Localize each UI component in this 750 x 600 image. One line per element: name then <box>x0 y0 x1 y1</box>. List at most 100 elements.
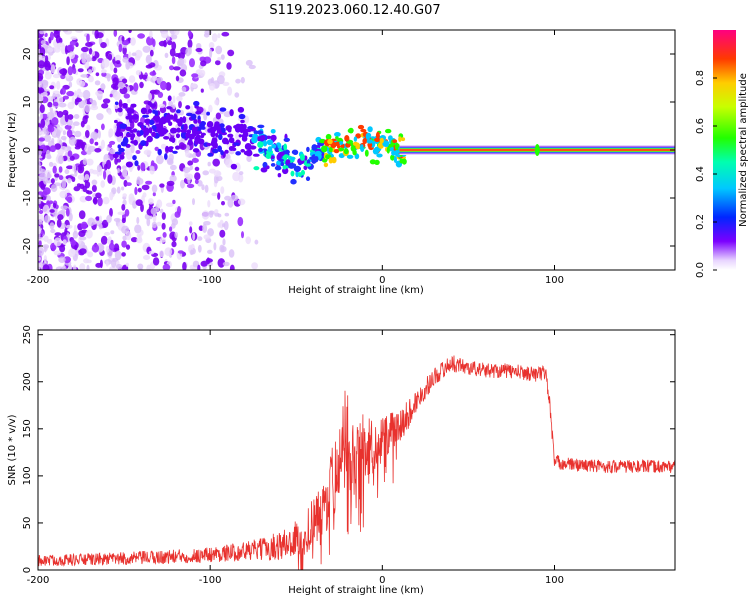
ridge-blob <box>258 135 266 141</box>
noise-blob <box>53 250 62 256</box>
noise-blob <box>143 255 151 260</box>
ridge-blob <box>382 140 390 148</box>
noise-blob <box>244 115 250 124</box>
noise-blob <box>60 87 66 95</box>
noise-blob <box>84 61 90 69</box>
ridge-blob <box>140 107 147 115</box>
noise-blob <box>101 123 105 131</box>
noise-blob <box>38 196 42 205</box>
ridge-blob <box>393 156 397 163</box>
ridge-blob <box>215 132 219 138</box>
noise-blob <box>209 83 216 91</box>
noise-blob <box>78 80 86 88</box>
noise-blob <box>102 196 110 205</box>
ridge-blob <box>311 144 318 151</box>
noise-blob <box>43 245 47 253</box>
noise-blob <box>152 75 158 81</box>
noise-blob <box>159 237 166 243</box>
noise-blob <box>121 240 127 248</box>
noise-blob <box>38 220 43 225</box>
noise-blob <box>137 33 146 39</box>
noise-blob <box>135 150 141 154</box>
noise-blob <box>38 87 45 94</box>
noise-blob <box>91 179 98 186</box>
noise-blob <box>70 36 78 40</box>
ridge-blob <box>238 113 246 120</box>
ridge-blob <box>207 152 214 157</box>
ridge-blob <box>215 125 221 131</box>
noise-blob <box>208 104 213 113</box>
noise-blob <box>139 81 144 89</box>
noise-blob <box>49 107 53 113</box>
ridge-blob <box>346 154 354 159</box>
noise-blob <box>38 210 44 214</box>
ridge-blob <box>119 154 125 160</box>
noise-blob <box>121 36 125 42</box>
noise-blob <box>213 242 217 251</box>
noise-blob <box>40 40 46 45</box>
noise-blob <box>38 73 44 82</box>
noise-blob <box>80 74 88 78</box>
ridge-blob <box>140 140 147 147</box>
ridge-blob <box>122 137 129 144</box>
noise-blob <box>192 198 195 206</box>
noise-blob <box>62 265 67 270</box>
noise-blob <box>214 209 219 214</box>
noise-blob <box>248 64 256 70</box>
ridge-blob <box>390 154 395 161</box>
ridge-blob <box>392 139 398 144</box>
ridge-blob <box>176 127 181 133</box>
noise-blob <box>38 256 41 261</box>
noise-blob <box>60 205 69 210</box>
ridge-blob <box>172 150 178 154</box>
noise-blob <box>64 169 70 175</box>
noise-blob <box>114 157 118 165</box>
noise-blob <box>98 223 103 230</box>
ridge-blob <box>257 141 264 149</box>
ridge-blob <box>175 145 181 150</box>
ridge-blob <box>283 143 288 151</box>
noise-blob <box>59 146 68 152</box>
noise-blob <box>99 215 102 222</box>
noise-blob <box>95 216 100 221</box>
ridge-blob <box>338 147 345 152</box>
noise-blob <box>138 234 142 242</box>
noise-blob <box>75 97 82 103</box>
noise-blob <box>212 158 220 167</box>
noise-blob <box>200 260 208 267</box>
noise-blob <box>141 184 150 191</box>
ridge-blob <box>206 111 211 116</box>
noise-blob <box>45 55 49 63</box>
noise-blob <box>160 208 164 214</box>
noise-blob <box>125 182 132 187</box>
ridge-blob <box>299 153 305 161</box>
ridge-blob <box>277 142 282 149</box>
noise-blob <box>87 217 95 227</box>
noise-blob <box>100 180 105 188</box>
noise-blob <box>225 158 233 168</box>
noise-blob <box>194 172 201 181</box>
noise-blob <box>67 177 72 184</box>
ridge-blob <box>221 127 226 134</box>
noise-blob <box>38 237 45 241</box>
noise-blob <box>177 52 185 60</box>
noise-blob <box>126 98 131 104</box>
noise-blob <box>124 175 130 181</box>
noise-blob <box>107 174 113 184</box>
y-tick-label: 250 <box>22 325 33 344</box>
x-tick-label: 0 <box>379 275 385 286</box>
noise-blob <box>204 30 212 36</box>
ridge-blob <box>369 159 376 165</box>
noise-blob <box>65 208 70 217</box>
noise-blob <box>95 192 102 199</box>
noise-blob <box>49 222 55 230</box>
ridge-blob <box>212 141 218 149</box>
ridge-blob <box>240 119 245 124</box>
noise-blob <box>137 263 144 270</box>
noise-blob <box>44 71 52 80</box>
noise-blob <box>237 198 246 206</box>
noise-blob <box>169 174 177 183</box>
y-tick-label: 10 <box>22 96 33 109</box>
noise-blob <box>69 155 75 161</box>
noise-blob <box>174 231 179 239</box>
